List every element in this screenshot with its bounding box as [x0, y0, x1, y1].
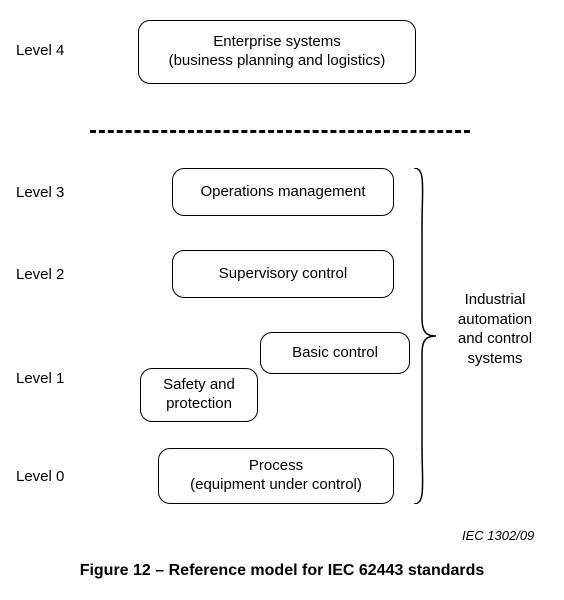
box-line2: protection	[166, 395, 232, 414]
level-2-label: Level 2	[16, 266, 64, 283]
figure-caption: Figure 12 – Reference model for IEC 6244…	[0, 562, 564, 580]
box-line1: Enterprise systems	[213, 33, 341, 52]
group-label-line3: and control	[445, 329, 545, 349]
group-label-line4: systems	[445, 349, 545, 369]
basic-control-box: Basic control	[260, 332, 410, 374]
safety-protection-box: Safety and protection	[140, 368, 258, 422]
level-0-label: Level 0	[16, 468, 64, 485]
process-box: Process (equipment under control)	[158, 448, 394, 504]
level-4-label: Level 4	[16, 42, 64, 59]
group-label-line2: automation	[445, 310, 545, 330]
iac-systems-label: Industrial automation and control system…	[445, 290, 545, 368]
diagram-canvas: Level 4 Level 3 Level 2 Level 1 Level 0 …	[0, 0, 564, 600]
group-label-line1: Industrial	[445, 290, 545, 310]
level-1-label: Level 1	[16, 370, 64, 387]
box-line2: (business planning and logistics)	[169, 52, 386, 71]
box-line1: Process	[249, 457, 303, 476]
grouping-brace	[412, 168, 438, 504]
box-line1: Operations management	[200, 183, 365, 202]
supervisory-control-box: Supervisory control	[172, 250, 394, 298]
box-line1: Supervisory control	[219, 265, 347, 284]
box-line1: Basic control	[292, 344, 378, 363]
operations-management-box: Operations management	[172, 168, 394, 216]
box-line2: (equipment under control)	[190, 476, 362, 495]
iec-reference-code: IEC 1302/09	[462, 528, 534, 543]
level-3-label: Level 3	[16, 184, 64, 201]
dashed-divider	[90, 130, 470, 133]
box-line1: Safety and	[163, 376, 235, 395]
enterprise-systems-box: Enterprise systems (business planning an…	[138, 20, 416, 84]
